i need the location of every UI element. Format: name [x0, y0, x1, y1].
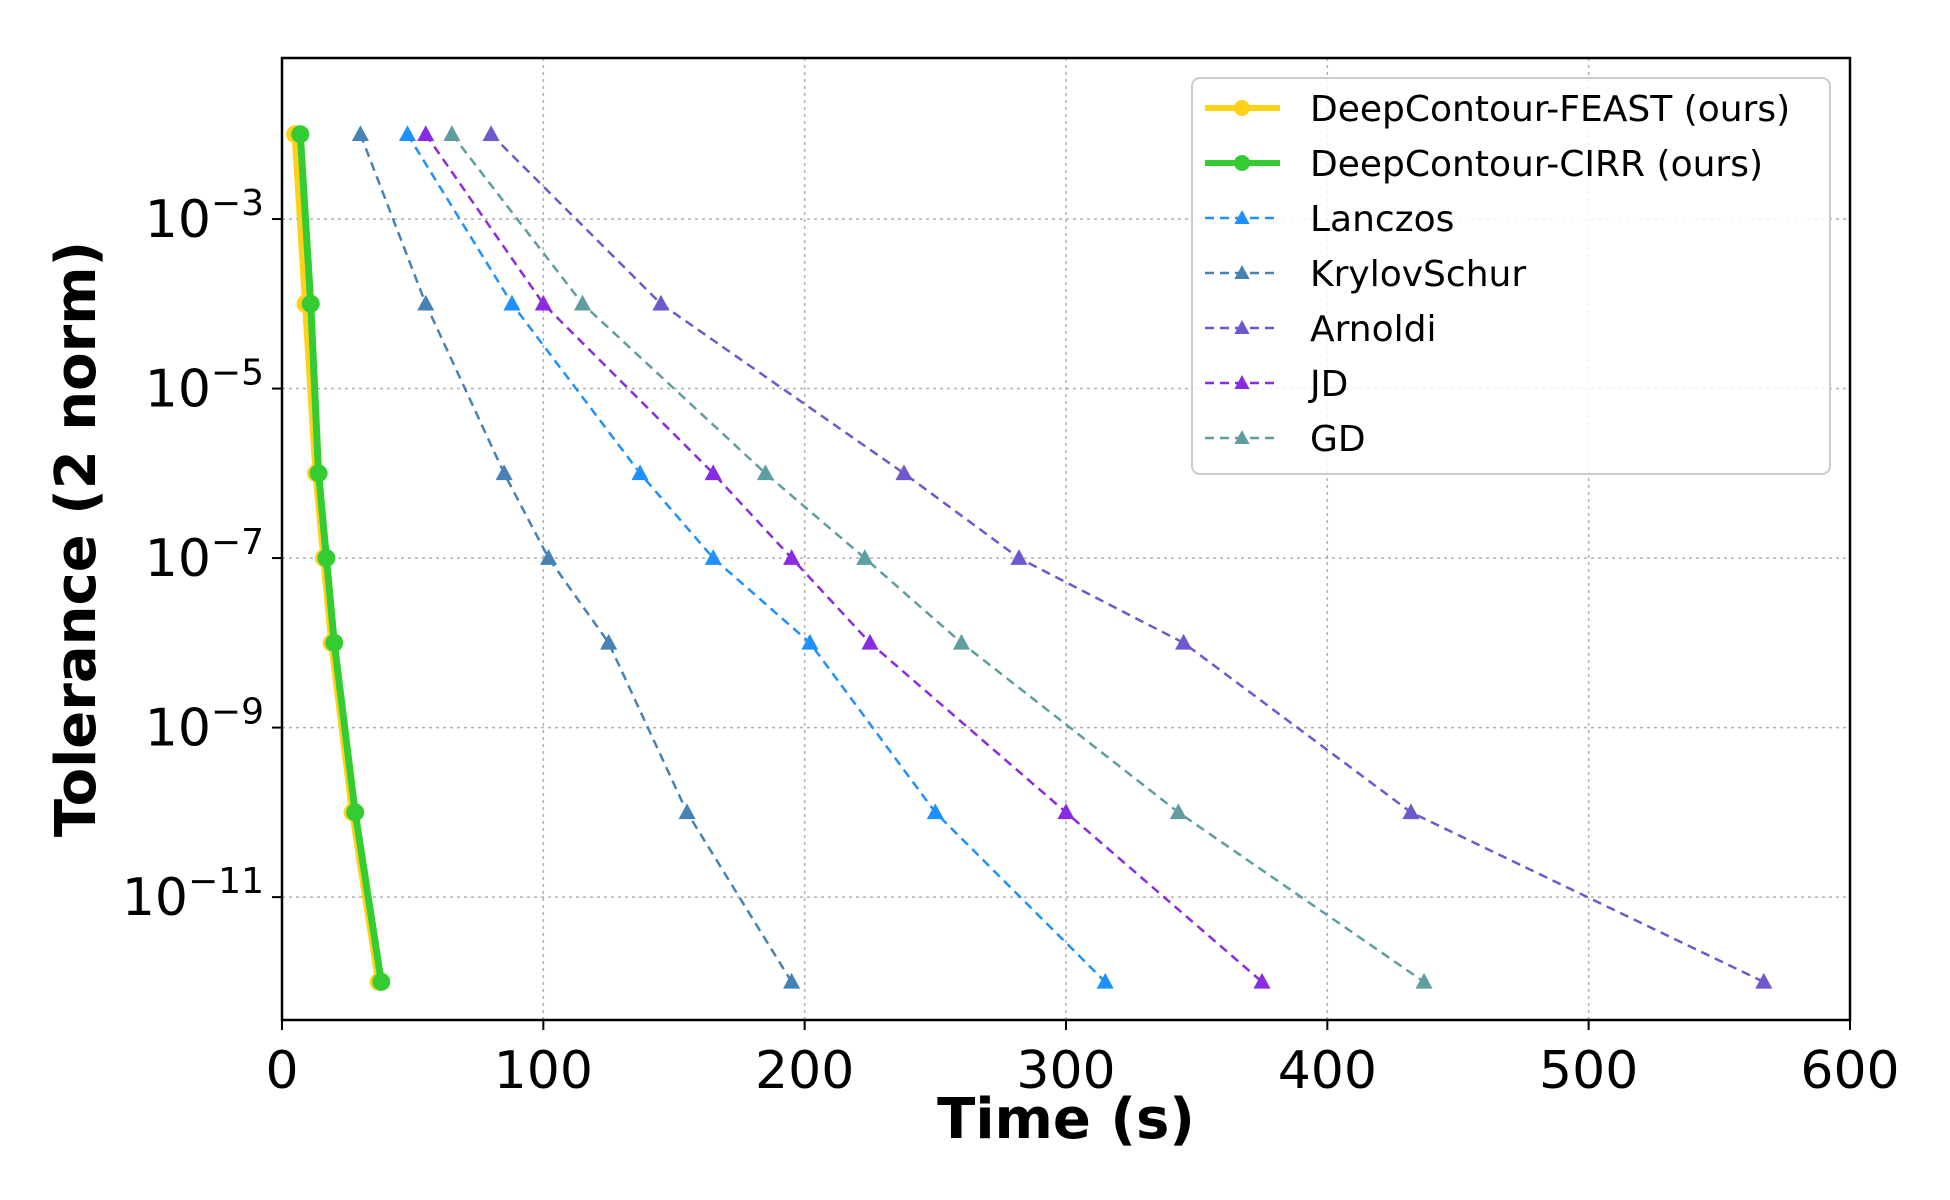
plot-series: [286, 125, 1773, 991]
data-point: [1010, 549, 1028, 565]
data-point: [1253, 972, 1271, 989]
data-point: [704, 464, 722, 481]
data-point: [631, 464, 649, 481]
legend-marker: [1234, 210, 1250, 224]
data-point: [1169, 803, 1187, 820]
data-point: [801, 633, 819, 650]
data-point: [443, 125, 461, 142]
x-tick-label: 0: [265, 1041, 298, 1101]
y-axis-title: Tolerance (2 norm): [44, 241, 109, 837]
data-point: [398, 125, 416, 142]
data-point: [346, 803, 365, 822]
data-point: [1402, 803, 1420, 820]
legend-marker: [1234, 320, 1250, 334]
legend-item-arnoldi: Arnoldi: [1205, 309, 1437, 350]
legend-label: JD: [1308, 364, 1348, 405]
x-tick-label: 400: [1278, 1041, 1377, 1101]
y-tick-label: 10−9: [145, 692, 264, 759]
series-gd: [443, 125, 1433, 989]
data-point: [704, 549, 722, 565]
y-tick-label: 10−11: [122, 861, 264, 928]
y-axis-ticks: 10−3 10−5 10−7 10−9 10−11: [122, 183, 282, 928]
data-point: [309, 464, 328, 483]
data-point: [301, 294, 320, 313]
data-point: [573, 294, 592, 311]
data-point: [856, 549, 874, 565]
data-point: [861, 633, 879, 650]
x-tick-label: 600: [1800, 1041, 1899, 1101]
data-point: [1415, 972, 1433, 989]
series-arnoldi: [482, 125, 1773, 989]
x-tick-label: 300: [1016, 1041, 1115, 1101]
data-point: [495, 464, 513, 481]
data-point: [540, 549, 558, 565]
legend: DeepContour-FEAST (ours) DeepContour-CIRR…: [1191, 77, 1831, 475]
data-point: [600, 633, 618, 650]
data-point: [783, 549, 801, 565]
data-point: [652, 294, 670, 311]
legend-label: DeepContour-FEAST (ours): [1310, 89, 1790, 130]
x-tick-label: 500: [1539, 1041, 1638, 1101]
data-point: [1057, 803, 1075, 820]
series-krylovschur: [351, 125, 801, 989]
y-tick-label: 10−3: [145, 183, 264, 250]
data-point: [926, 803, 944, 820]
data-point: [534, 294, 552, 311]
legend-label: GD: [1310, 419, 1366, 460]
x-tick-label: 100: [494, 1041, 593, 1101]
y-tick-label: 10−7: [145, 522, 264, 589]
data-point: [351, 125, 369, 142]
legend-marker: [1234, 100, 1250, 116]
legend-label: KrylovSchur: [1310, 254, 1526, 295]
data-point: [417, 294, 435, 311]
data-point: [317, 549, 336, 568]
data-point: [1755, 972, 1773, 989]
data-point: [482, 125, 500, 142]
legend-item-krylovschur: KrylovSchur: [1205, 254, 1526, 295]
x-axis-ticks: 0 100 200 300 400 500 600: [265, 1020, 1900, 1101]
series-line: [406, 133, 1107, 983]
series-deepcontour-cirr-ours: [291, 125, 391, 991]
series-deepcontour-feast-ours: [286, 125, 388, 991]
data-point: [417, 125, 435, 142]
data-point: [678, 803, 696, 820]
legend-marker: [1234, 265, 1250, 279]
data-point: [952, 633, 971, 650]
series-jd: [417, 125, 1271, 989]
data-point: [325, 633, 344, 652]
x-tick-label: 200: [755, 1041, 854, 1101]
legend-label: Lanczos: [1310, 199, 1454, 240]
legend-item-deepcontour-feast-ours: DeepContour-FEAST (ours): [1205, 89, 1790, 130]
legend-item-jd: JD: [1205, 364, 1348, 405]
data-point: [503, 294, 521, 311]
data-point: [895, 464, 913, 481]
series-lanczos: [398, 125, 1114, 989]
legend-frame: [1191, 77, 1831, 475]
legend-item-lanczos: Lanczos: [1205, 199, 1454, 240]
legend-item-deepcontour-cirr-ours: DeepContour-CIRR (ours): [1205, 144, 1763, 185]
legend-item-gd: GD: [1205, 419, 1366, 460]
data-point: [372, 972, 391, 991]
legend-label: Arnoldi: [1310, 309, 1437, 350]
legend-marker: [1234, 375, 1250, 389]
legend-marker: [1234, 430, 1250, 444]
data-point: [1096, 972, 1114, 989]
x-axis-title: Time (s): [937, 1087, 1195, 1152]
data-point: [291, 125, 310, 144]
y-tick-label: 10−5: [145, 353, 264, 420]
data-point: [783, 972, 801, 989]
legend-label: DeepContour-CIRR (ours): [1310, 144, 1763, 185]
data-point: [1175, 633, 1193, 650]
grid: [281, 58, 1851, 1020]
data-point: [756, 464, 775, 481]
legend-marker: [1234, 155, 1250, 171]
